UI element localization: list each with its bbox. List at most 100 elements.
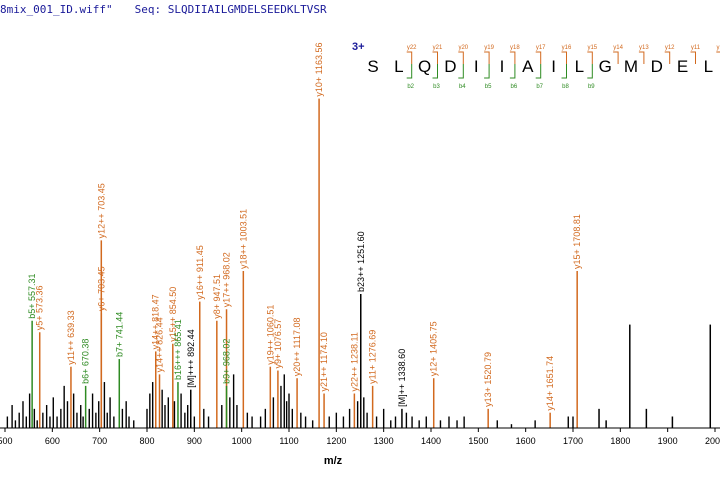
minor-peaks-group (6, 374, 574, 428)
residue-6: A (522, 57, 534, 76)
y-ion-label-6: y16 (562, 45, 572, 51)
residue-11: D (651, 57, 663, 76)
x-axis-label: m/z (324, 455, 343, 467)
y-ion-label-5: y17 (536, 45, 546, 51)
x-tick-label-1: 600 (45, 436, 60, 446)
b-ion-label-7: b9 (588, 84, 595, 90)
residue-0: S (367, 57, 378, 76)
residue-8: L (575, 57, 584, 76)
peak-label-17: y19++ 1060.51 (265, 305, 275, 365)
y-ion-bracket-0 (406, 51, 413, 64)
sequence-coverage-map: 3+SLQDIIAILGMDELSEy22y21y20y19y18y17y16y… (352, 41, 720, 90)
peak-label-8: y14++ 826.44 (155, 317, 165, 372)
b-ion-bracket-1 (432, 64, 438, 79)
y-ion-label-7: y15 (587, 45, 597, 51)
peak-label-19: y20++ 1117.08 (292, 317, 302, 376)
b-ion-label-1: b3 (433, 84, 440, 90)
charge-state-label: 3+ (352, 41, 365, 53)
peak-label-27: y13+ 1520.79 (483, 352, 493, 407)
peak-label-24: y11+ 1276.69 (368, 330, 378, 384)
peak-label-18: y9+ 1076.57 (273, 319, 283, 369)
y-ion-bracket-2 (458, 51, 464, 64)
peak-label-25: [M]++ 1338.60 (397, 349, 407, 407)
b-ion-bracket-7 (587, 64, 593, 79)
peak-label-22: y22++ 1238.11 (349, 332, 359, 391)
y-ion-bracket-3 (484, 51, 490, 64)
residue-7: I (551, 57, 556, 76)
peak-label-12: y16++ 911.45 (195, 245, 205, 299)
peak-label-15: b9+ 968.02 (222, 339, 232, 384)
b-ion-bracket-0 (406, 64, 413, 79)
peak-label-26: y12+ 1405.75 (429, 321, 439, 376)
b-ion-label-4: b6 (511, 84, 518, 90)
peak-label-14: y17++ 968.02 (222, 252, 232, 307)
b-ion-label-5: b7 (536, 84, 543, 90)
peak-label-6: b7+ 741.44 (114, 312, 124, 357)
y-ion-label-9: y13 (639, 45, 649, 51)
y-ion-bracket-9 (638, 51, 645, 64)
x-tick-label-10: 1500 (468, 436, 488, 446)
y-ion-label-11: y11 (691, 45, 701, 51)
file-name: 8mix_001_ID.wiff" (0, 3, 113, 16)
x-tick-label-8: 1300 (374, 436, 394, 446)
y-ion-bracket-11 (690, 51, 696, 64)
peak-label-3: b6+ 670.38 (81, 339, 91, 384)
peak-label-16: y18++ 1003.51 (238, 209, 248, 269)
b-ion-label-6: b8 (562, 84, 569, 90)
peak-label-11: [M]+++ 892.44 (186, 329, 196, 387)
peak-label-28: y14+ 1651.74 (545, 356, 555, 411)
b-ion-bracket-6 (561, 64, 567, 79)
peak-label-0: b5+ 557.31 (27, 273, 37, 318)
b-ion-bracket-5 (535, 64, 542, 79)
y-ion-bracket-8 (613, 51, 619, 64)
seq-label: Seq: (134, 3, 162, 16)
y-ion-bracket-12 (716, 51, 720, 53)
y-ion-label-1: y21 (433, 45, 443, 51)
x-tick-label-3: 800 (139, 436, 154, 446)
x-tick-label-12: 1700 (563, 436, 583, 446)
peak-label-23: b23++ 1251.60 (356, 231, 366, 292)
peak-label-5: y12++ 703.45 (96, 183, 106, 238)
y-ion-bracket-10 (664, 51, 671, 64)
y-ion-bracket-5 (535, 51, 542, 64)
peak-label-21: y21++ 1174.10 (319, 332, 329, 391)
peak-label-1: y5+ 573.36 (35, 285, 45, 330)
x-tick-label-15: 2000 (705, 436, 720, 446)
b-ion-bracket-3 (484, 64, 490, 79)
x-tick-label-0: 500 (0, 436, 13, 446)
peak-label-7: y14++ 818.47 (151, 294, 161, 349)
x-tick-label-6: 1100 (279, 436, 298, 446)
y-ion-label-0: y22 (407, 45, 417, 51)
x-tick-label-14: 1900 (658, 436, 678, 446)
residue-3: D (444, 57, 456, 76)
peak-label-13: y8+ 947.51 (212, 274, 222, 319)
spectrum-header: 8mix_001_ID.wiff" Seq: SLQDIIAILGMDELSEED… (0, 3, 327, 16)
x-tick-label-11: 1600 (516, 436, 536, 446)
y-ion-label-10: y12 (665, 45, 675, 51)
y-ion-label-2: y20 (458, 45, 468, 51)
residue-13: L (704, 57, 713, 76)
residue-5: I (500, 57, 505, 76)
residue-4: I (474, 57, 479, 76)
b-ion-label-2: b4 (459, 84, 466, 90)
residue-10: M (624, 57, 638, 76)
y-ion-label-3: y19 (484, 45, 494, 51)
x-tick-label-13: 1800 (610, 436, 630, 446)
b-ion-label-3: b5 (485, 84, 492, 90)
y-ion-bracket-6 (561, 51, 567, 64)
peak-label-2: y11++ 639.33 (66, 310, 76, 364)
y-ion-bracket-4 (509, 51, 516, 64)
x-tick-label-5: 1000 (232, 436, 252, 446)
residue-1: L (394, 57, 403, 76)
x-tick-label-7: 1200 (326, 436, 346, 446)
y-ion-label-4: y18 (510, 45, 520, 51)
b-ion-label-0: b2 (407, 84, 414, 90)
residue-12: E (677, 57, 688, 76)
peak-label-10: b16+++ 865.41 (173, 319, 183, 380)
y-ion-bracket-1 (432, 51, 438, 64)
y-ion-label-8: y14 (613, 45, 623, 51)
residue-9: G (599, 57, 612, 76)
peak-label-20: y10+ 1163.56 (314, 42, 324, 96)
